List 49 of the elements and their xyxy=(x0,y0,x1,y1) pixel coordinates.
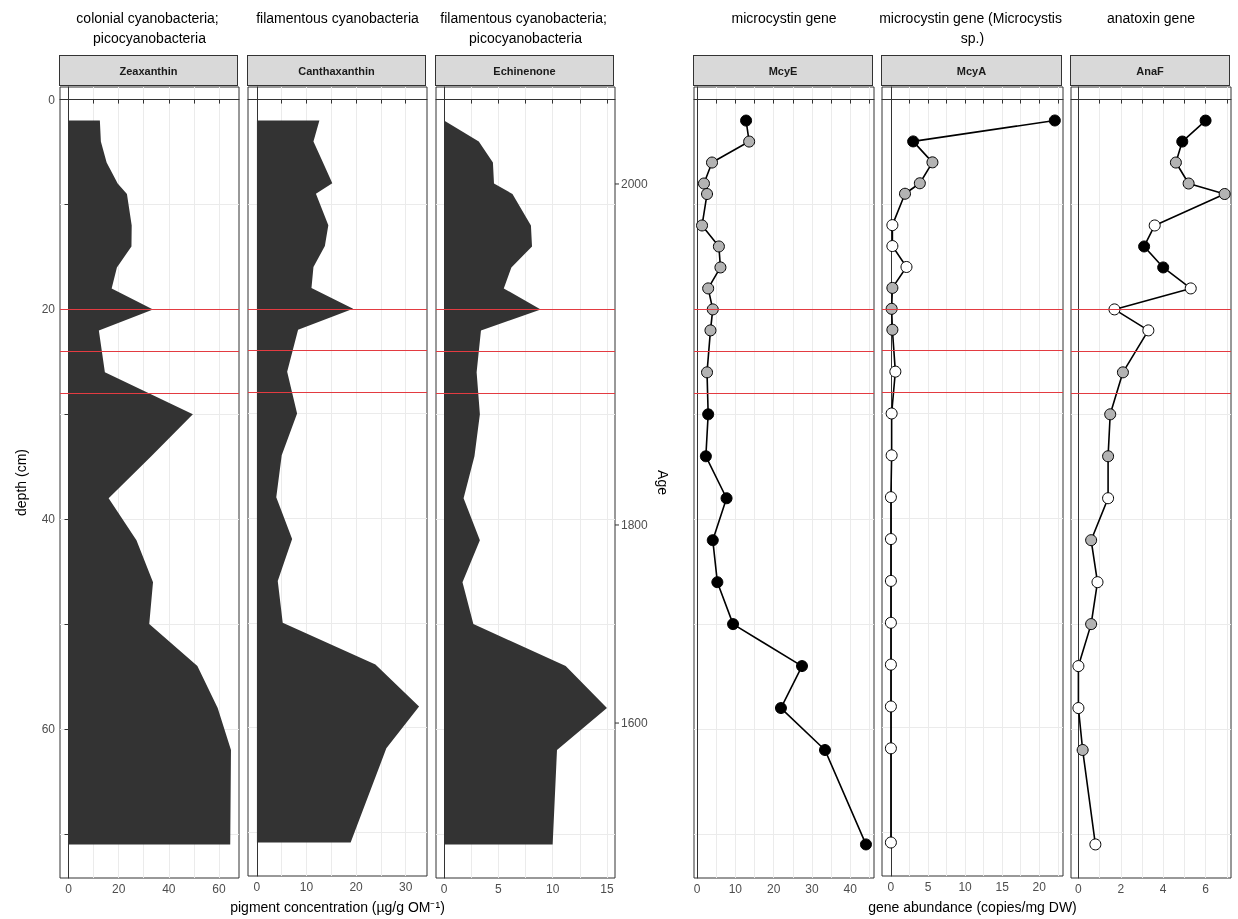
x-tick-label: 20 xyxy=(349,880,364,894)
x-tick-label: 4 xyxy=(1159,882,1167,896)
x-tick-label: 0 xyxy=(693,882,701,896)
x-tick-label: 2 xyxy=(1117,882,1125,896)
x-tick-label: 0 xyxy=(887,880,895,894)
chart-title: anatoxin gene xyxy=(1107,10,1196,26)
x-tick-label: 15 xyxy=(995,880,1010,894)
x-tick-label: 5 xyxy=(495,882,502,896)
x-tick-label: 0 xyxy=(253,880,261,894)
x-tick-label: 60 xyxy=(212,882,226,896)
x-tick-label: 0 xyxy=(1075,882,1083,896)
chart-subtitle: McyE xyxy=(768,64,798,77)
text: 2000 xyxy=(621,176,649,191)
y-tick-label: 0 xyxy=(48,92,56,107)
text: 1600 xyxy=(621,716,649,731)
x-tick-label: 0 xyxy=(440,882,448,896)
chart-subtitle: AnaF xyxy=(1136,64,1165,77)
x-tick-label: 10 xyxy=(958,880,973,894)
x-tick-label: 20 xyxy=(1032,880,1047,894)
x-tick-label: 0 xyxy=(65,882,73,896)
chart-subtitle: Zeaxanthin xyxy=(119,64,178,77)
x-axis-title: gene abundance (copies/mg DW) xyxy=(868,899,1077,915)
y-tick-label: 20 xyxy=(41,302,56,317)
x-tick-label: 40 xyxy=(162,882,176,896)
chart-title: filamentous cyanobacteria; picocyanobacteria xyxy=(440,10,611,46)
y2-axis-title: Age xyxy=(655,470,671,496)
x-tick-label: 5 xyxy=(924,880,932,894)
x-tick-label: 20 xyxy=(111,882,126,896)
x-tick-label: 6 xyxy=(1202,882,1210,896)
text: 1800 xyxy=(621,517,649,532)
x-tick-label: 10 xyxy=(299,880,314,894)
chart-title: microcystin gene (Microcystis sp.) xyxy=(879,10,1066,46)
chart-title: filamentous cyanobacteria xyxy=(256,10,420,26)
x-tick-label: 10 xyxy=(728,882,743,896)
x-tick-label: 40 xyxy=(843,882,858,896)
chart-title: colonial cyanobacteria; picocyanobacteria xyxy=(76,10,223,46)
x-axis-title: pigment concentration (µg/g OM⁻¹) xyxy=(230,899,445,915)
y-axis-title: depth (cm) xyxy=(13,449,29,516)
chart-subtitle: McyA xyxy=(956,64,987,77)
chart-subtitle: Echinenone xyxy=(493,64,556,77)
y-tick-label: 60 xyxy=(41,722,56,737)
x-tick-label: 10 xyxy=(545,882,560,896)
y-tick-label: 40 xyxy=(41,512,56,527)
chart-title: microcystin gene xyxy=(731,10,837,26)
x-tick-label: 30 xyxy=(805,882,819,896)
x-tick-label: 20 xyxy=(766,882,781,896)
x-tick-label: 15 xyxy=(600,882,614,896)
x-tick-label: 30 xyxy=(399,880,413,894)
chart-subtitle: Canthaxanthin xyxy=(298,64,375,77)
